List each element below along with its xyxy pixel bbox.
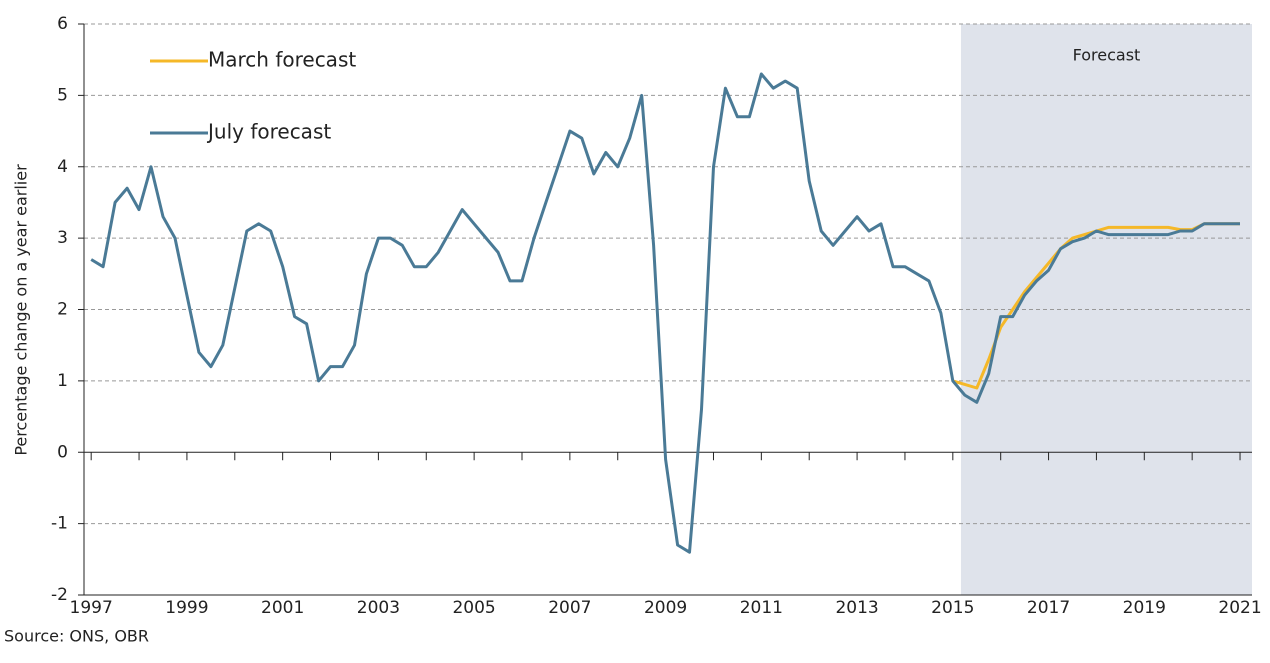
y-tick-label: 4 <box>57 157 68 177</box>
y-axis-label: Percentage change on a year earlier <box>12 164 31 456</box>
x-tick-label: 2015 <box>931 598 974 618</box>
y-tick-label: -2 <box>51 585 68 605</box>
series-line <box>90 72 1240 554</box>
y-tick-label: 1 <box>57 371 68 391</box>
forecast-label: Forecast <box>1073 46 1141 65</box>
y-tick-label: 2 <box>57 300 68 320</box>
y-tick-label: 5 <box>57 85 68 105</box>
x-tick-label: 2021 <box>1218 598 1261 618</box>
x-tick-label: 2003 <box>357 598 400 618</box>
x-tick-label: 2005 <box>452 598 495 618</box>
x-tick-label: 1999 <box>165 598 208 618</box>
source: Source: ONS, OBR <box>4 627 149 646</box>
x-tick-label: 2009 <box>644 598 687 618</box>
y-tick-label: 0 <box>57 442 68 462</box>
legend-label: July forecast <box>206 120 331 144</box>
x-tick-label: 2013 <box>835 598 878 618</box>
y-tick-label: -1 <box>51 514 68 534</box>
legend-label: March forecast <box>208 48 356 72</box>
x-tick-label: 2001 <box>261 598 304 618</box>
x-tick-label: 2007 <box>548 598 591 618</box>
y-tick-label: 6 <box>57 14 68 34</box>
x-tick-label: 2017 <box>1027 598 1070 618</box>
x-tick-label: 2011 <box>740 598 783 618</box>
x-tick-label: 1997 <box>70 598 113 618</box>
x-tick-label: 2019 <box>1123 598 1166 618</box>
y-tick-label: 3 <box>57 228 68 248</box>
